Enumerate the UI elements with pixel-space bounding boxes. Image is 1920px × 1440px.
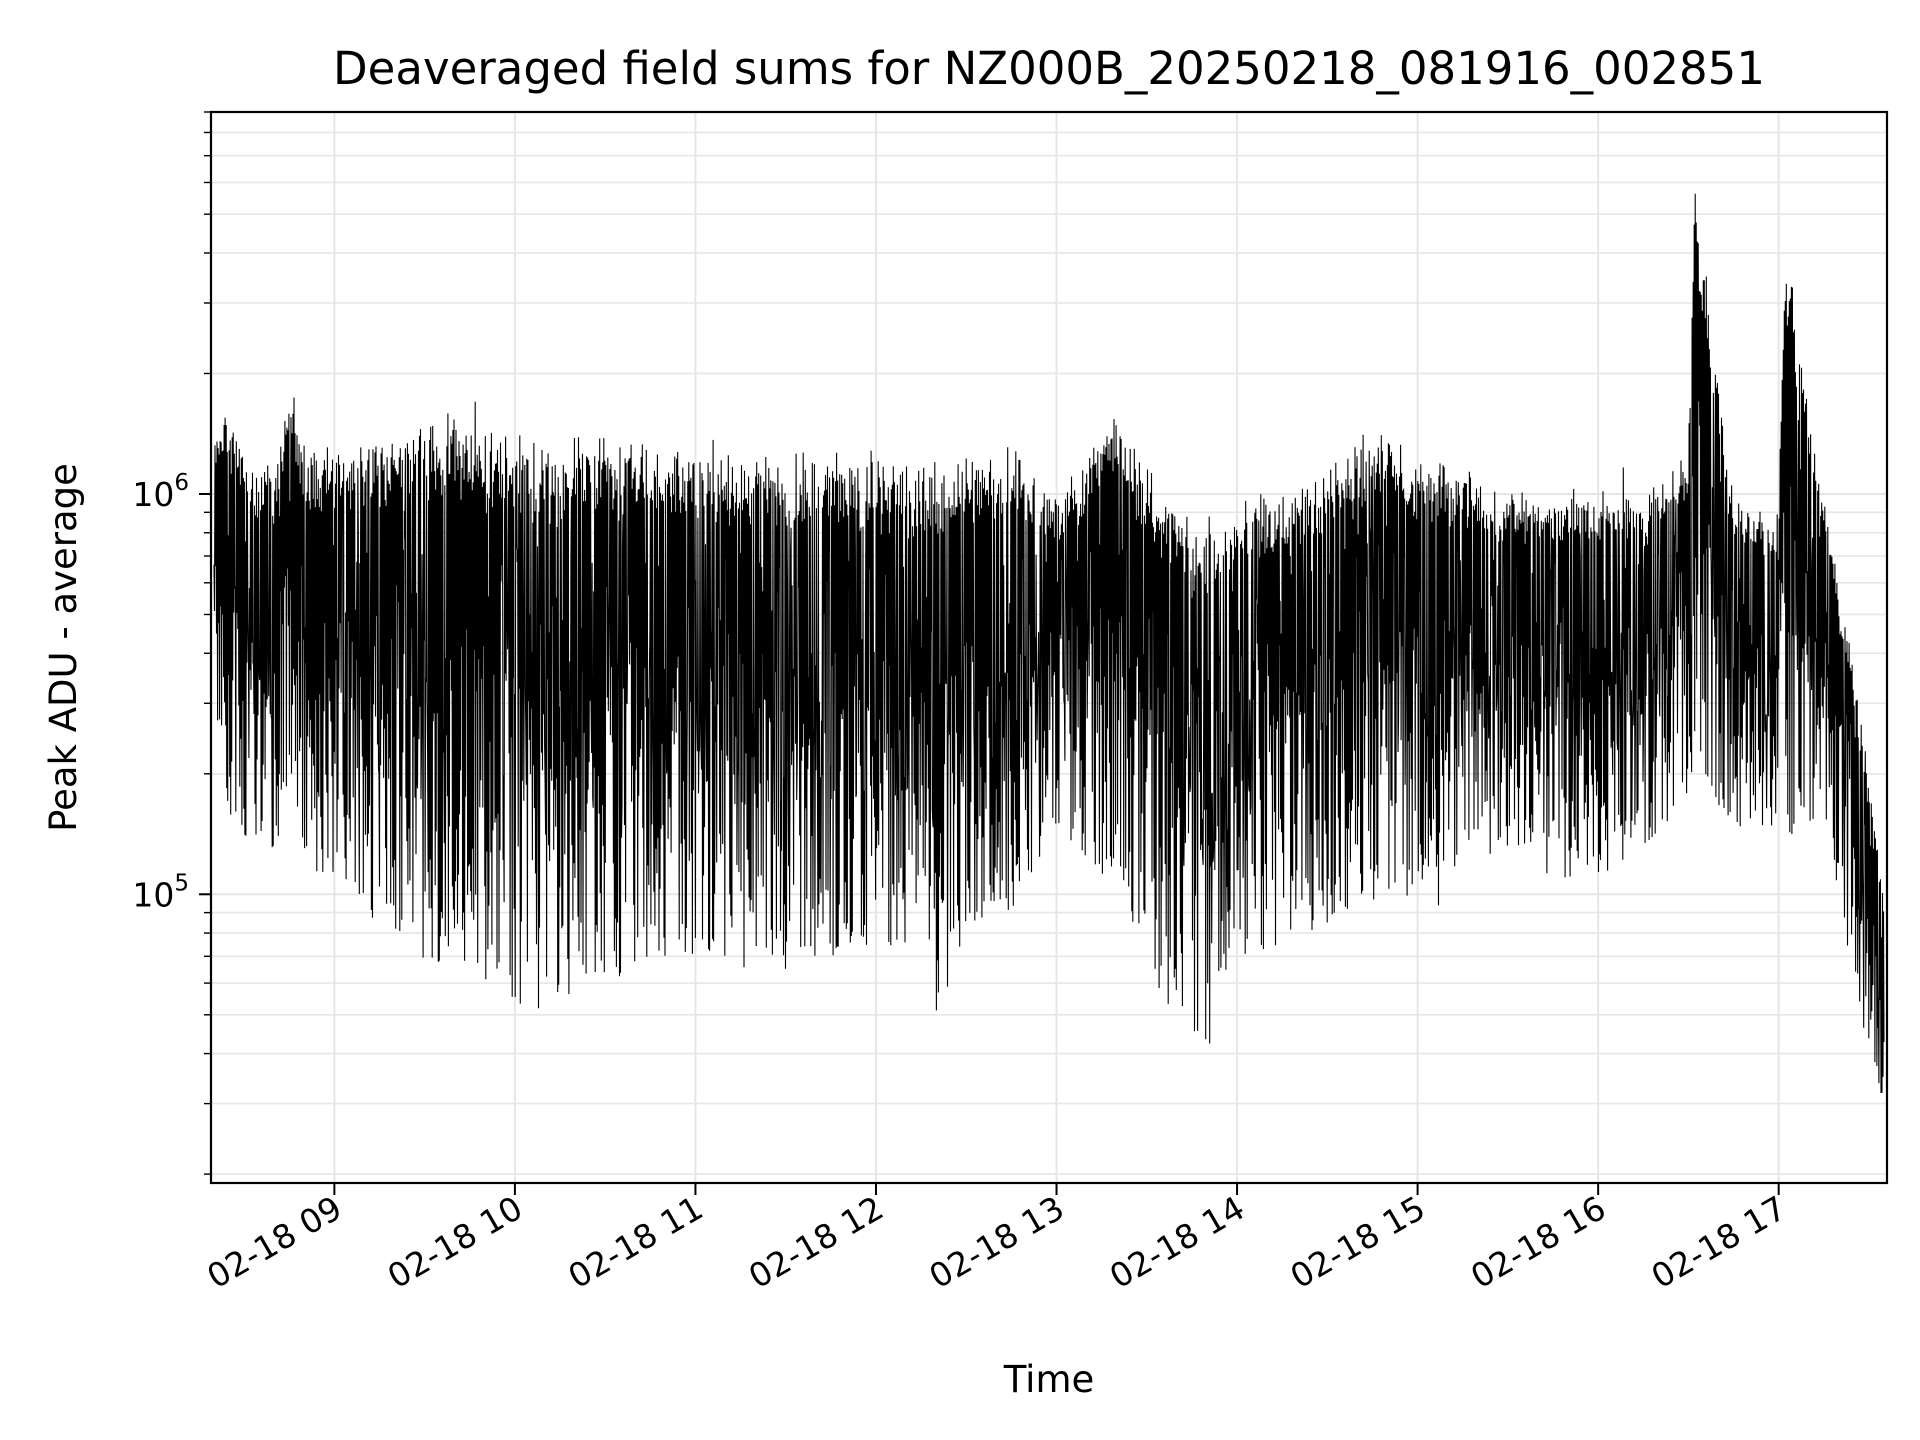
y-tick-label: 106 <box>132 470 189 514</box>
y-tick-label: 105 <box>132 870 189 914</box>
y-tick-exponent: 5 <box>174 870 189 896</box>
chart-title: Deaveraged field sums for NZ000B_2025021… <box>333 42 1765 95</box>
y-tick-base: 10 <box>132 475 174 514</box>
y-tick-exponent: 6 <box>174 470 189 496</box>
series-line <box>213 193 1885 1094</box>
y-tick-base: 10 <box>132 875 174 914</box>
series-layer <box>213 193 1885 1094</box>
plot-frame <box>209 110 1889 1185</box>
y-axis-label: Peak ADU - average <box>42 463 85 832</box>
x-axis-label: Time <box>1003 1358 1095 1401</box>
